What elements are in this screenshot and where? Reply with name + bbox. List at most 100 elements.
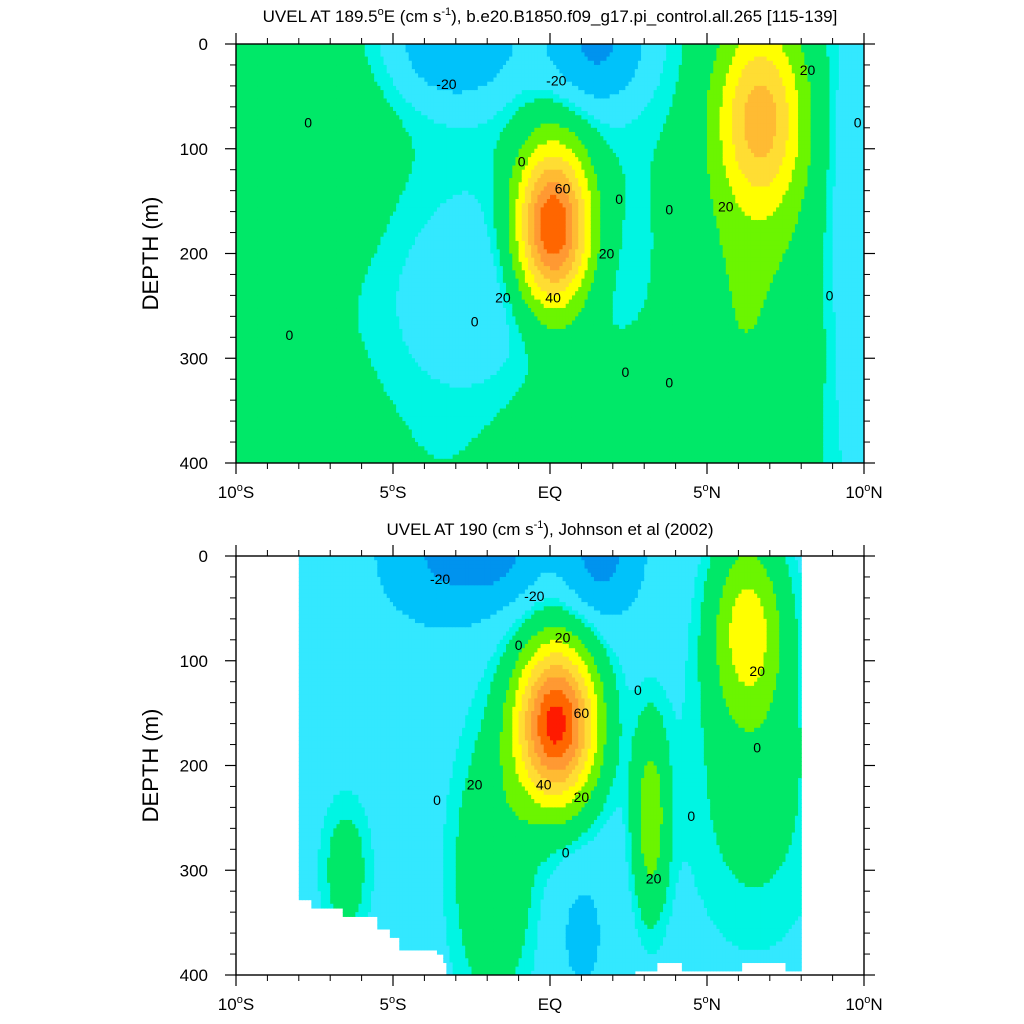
field-cell — [383, 207, 388, 213]
field-cell — [361, 266, 366, 271]
field-cell — [386, 337, 391, 343]
field-cell — [242, 136, 247, 141]
field-cell — [323, 157, 328, 162]
field-cell — [261, 337, 265, 343]
field-cell — [254, 199, 259, 204]
field-cell — [289, 391, 294, 397]
field-cell — [273, 203, 278, 209]
field-cell — [295, 52, 300, 58]
field-cell — [339, 186, 344, 192]
field-cell — [371, 73, 375, 79]
field-cell — [270, 152, 275, 158]
field-cell — [345, 458, 350, 463]
field-cell — [276, 85, 281, 91]
field-cell — [383, 358, 388, 364]
field-cell — [270, 400, 275, 405]
field-cell — [236, 450, 240, 456]
field-cell — [333, 421, 338, 426]
field-cell — [270, 316, 275, 322]
field-cell — [339, 454, 344, 460]
field-cell — [308, 157, 312, 162]
field-cell — [245, 370, 250, 376]
field-cell — [342, 178, 347, 183]
field-cell — [374, 370, 378, 376]
field-cell — [248, 64, 253, 70]
field-cell — [349, 178, 353, 183]
field-cell — [355, 391, 360, 397]
field-cell — [261, 341, 265, 347]
field-cell — [339, 144, 344, 150]
field-cell — [333, 136, 338, 141]
field-cell — [377, 157, 382, 162]
field-cell — [377, 328, 382, 334]
field-cell — [330, 299, 334, 305]
field-cell — [289, 111, 294, 116]
field-cell — [267, 458, 272, 463]
field-cell — [333, 203, 338, 209]
field-cell — [342, 98, 347, 104]
field-cell — [327, 94, 331, 100]
field-cell — [305, 77, 309, 83]
field-cell — [371, 291, 375, 296]
field-cell — [283, 178, 287, 183]
field-cell — [349, 240, 353, 246]
field-cell — [273, 232, 278, 238]
field-cell — [336, 48, 341, 53]
field-cell — [336, 215, 341, 221]
field-cell — [257, 282, 262, 288]
field-cell — [305, 240, 309, 246]
field-cell — [323, 144, 328, 150]
field-cell — [301, 232, 306, 238]
field-cell — [345, 131, 350, 137]
field-cell — [371, 85, 375, 91]
field-cell — [248, 119, 253, 125]
field-cell — [320, 215, 325, 221]
field-cell — [251, 169, 256, 175]
field-cell — [377, 199, 382, 204]
field-cell — [386, 278, 391, 284]
field-cell — [251, 282, 256, 288]
field-cell — [342, 404, 347, 410]
field-cell — [336, 454, 341, 460]
field-cell — [345, 102, 350, 108]
field-cell — [377, 266, 382, 271]
field-cell — [270, 249, 275, 255]
field-cell — [374, 458, 378, 463]
field-cell — [371, 161, 375, 167]
field-cell — [295, 358, 300, 364]
field-cell — [314, 240, 319, 246]
field-cell — [236, 270, 240, 276]
field-cell — [295, 421, 300, 426]
field-cell — [308, 203, 312, 209]
field-cell — [248, 90, 253, 95]
field-cell — [245, 354, 250, 359]
field-cell — [289, 81, 294, 87]
field-cell — [345, 119, 350, 125]
field-cell — [383, 240, 388, 246]
field-cell — [245, 395, 250, 401]
field-cell — [248, 215, 253, 221]
field-cell — [308, 454, 312, 460]
field-cell — [283, 291, 287, 296]
field-cell — [264, 102, 268, 108]
field-cell — [358, 211, 363, 217]
field-cell — [292, 207, 297, 213]
field-cell — [327, 182, 331, 188]
field-cell — [367, 144, 372, 150]
field-cell — [292, 278, 297, 284]
field-cell — [327, 236, 331, 242]
field-cell — [339, 307, 344, 313]
field-cell — [286, 123, 290, 129]
field-cell — [298, 337, 303, 343]
field-cell — [355, 442, 360, 447]
field-cell — [380, 345, 385, 351]
field-cell — [314, 148, 319, 154]
field-cell — [267, 408, 272, 414]
field-cell — [383, 236, 388, 242]
field-cell — [276, 44, 281, 49]
field-cell — [257, 316, 262, 322]
field-cell — [323, 56, 328, 62]
field-cell — [305, 316, 309, 322]
field-cell — [245, 446, 250, 452]
field-cell — [377, 94, 382, 100]
